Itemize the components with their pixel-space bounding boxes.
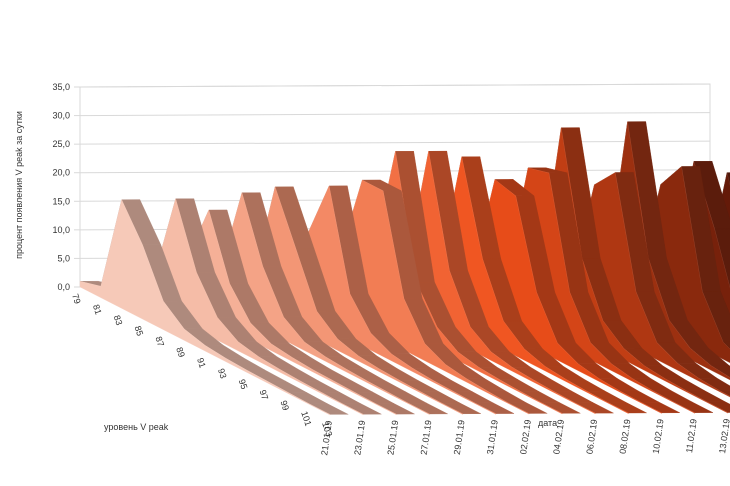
ribbon-top [652, 390, 693, 403]
x-tick-label: 91 [195, 357, 208, 370]
z-tick-label: 30,0 [52, 111, 70, 121]
series-ribbon [79, 199, 349, 416]
ribbon-top [553, 390, 593, 403]
ribbon-top [441, 402, 481, 414]
z-axis-ticks: 0,0 5,0 10,0 15,0 20,0 25,0 30,0 35,0 [52, 82, 70, 292]
x-tick-label: 83 [112, 314, 125, 327]
ribbon-top [408, 403, 448, 415]
z-tick-label: 10,0 [52, 225, 70, 235]
y-tick-label: 29.01.19 [452, 419, 467, 455]
ribbon-top [586, 390, 626, 403]
y-tick-label: 02.02.19 [518, 419, 533, 455]
z-tick-label: 20,0 [52, 168, 70, 178]
y-tick-label: 08.02.19 [618, 418, 633, 454]
ribbon-face [79, 199, 331, 416]
ribbon-top [342, 403, 382, 415]
x-tick-label: 95 [237, 378, 250, 391]
y-tick-label: 04.02.19 [551, 419, 566, 455]
ribbon-top [520, 391, 560, 403]
ribbon-top [706, 401, 730, 413]
ribbon-top [454, 391, 494, 404]
z-tick-label: 25,0 [52, 139, 70, 149]
x-tick-label: 87 [153, 335, 166, 348]
z-tick-label: 35,0 [52, 82, 70, 92]
ribbon-top [474, 402, 515, 414]
y-tick-label: 23.01.19 [352, 420, 367, 456]
ribbon-top [508, 402, 548, 414]
x-tick-label: 81 [91, 303, 104, 316]
y-tick-label: 31.01.19 [485, 419, 500, 455]
series-layer [79, 121, 730, 416]
ribbon-top [640, 401, 680, 414]
ribbon-top [375, 403, 415, 415]
y-axis-label: дата [538, 418, 557, 428]
ribbon-top [574, 402, 614, 414]
ribbon-top [309, 403, 349, 415]
ribbon-top [387, 391, 427, 404]
x-tick-label: 101 [299, 410, 313, 427]
ribbon-top [541, 402, 581, 414]
x-axis-ticks: 79 81 83 85 87 89 91 93 95 97 99 101 103 [70, 293, 334, 438]
ribbon-top [288, 392, 328, 404]
ribbon-top [619, 390, 660, 403]
gridline [79, 112, 711, 117]
y-tick-label: 21.01.19 [319, 420, 334, 456]
gridline [79, 83, 711, 88]
x-tick-label: 103 [320, 421, 334, 438]
ribbon-top [321, 392, 361, 404]
ribbon-top [607, 402, 647, 414]
x-tick-label: 93 [216, 367, 229, 380]
ribbon-top [354, 391, 394, 404]
z-tick-label: 15,0 [52, 196, 70, 206]
z-tick-label: 5,0 [57, 253, 70, 263]
x-tick-label: 85 [133, 325, 146, 338]
x-tick-label: 89 [174, 346, 187, 359]
ribbon-face [112, 198, 364, 416]
z-axis-label: процент появления V peak за сутки [14, 111, 24, 259]
y-tick-label: 25.01.19 [386, 420, 401, 456]
gridline [79, 140, 711, 145]
z-tick-label: 0,0 [57, 282, 70, 292]
x-tick-label: 99 [278, 399, 291, 412]
ribbon-top [420, 391, 461, 404]
y-tick-label: 10.02.19 [651, 418, 666, 454]
y-axis-ticks: 21.01.19 23.01.19 25.01.19 27.01.19 29.01.19… [319, 418, 730, 456]
x-axis-label: уровень V peak [104, 422, 169, 432]
y-tick-label: 11.02.19 [684, 418, 699, 453]
y-tick-label: 27.01.19 [419, 419, 434, 455]
ribbon-top [673, 401, 714, 413]
x-tick-label: 79 [70, 293, 83, 306]
y-tick-label: 13.02.19 [717, 418, 730, 454]
ribbon-top [686, 390, 726, 403]
y-tick-label: 06.02.19 [584, 419, 599, 455]
x-tick-label: 97 [258, 389, 271, 402]
